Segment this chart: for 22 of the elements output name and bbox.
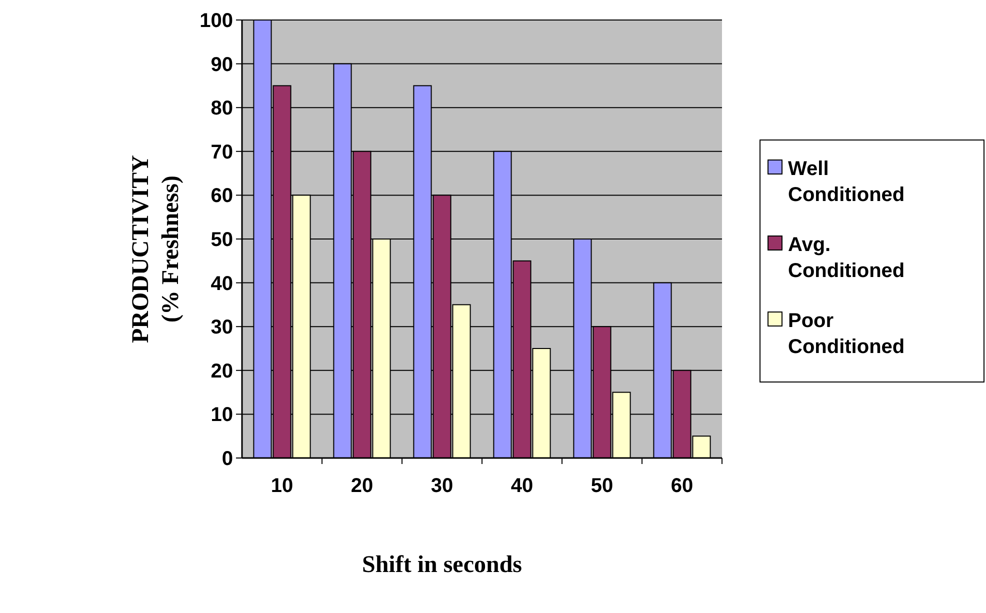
x-tick-label: 30 — [430, 475, 454, 497]
x-tick-label: 50 — [590, 475, 614, 497]
x-tick-label: 10 — [270, 475, 294, 497]
y-tick-label: 90 — [210, 54, 233, 76]
y-axis-title: PRODUCTIVITY (% Freshness) — [128, 154, 184, 344]
y-tick-label: 20 — [210, 360, 233, 382]
legend-label: Avg. Conditioned — [788, 234, 905, 282]
y-tick-label: 60 — [210, 185, 233, 208]
x-tick-label: 20 — [350, 475, 374, 497]
x-tick-label: 40 — [510, 475, 534, 497]
y-tick-label: 40 — [210, 272, 233, 295]
legend-label: Well Conditioned — [788, 158, 905, 206]
x-tick-label: 60 — [670, 475, 694, 497]
y-tick-label: 10 — [210, 404, 233, 426]
legend-label: Poor Conditioned — [788, 310, 905, 358]
y-tick-label: 0 — [222, 448, 233, 470]
y-tick-label: 80 — [210, 98, 233, 120]
y-tick-label: 70 — [210, 141, 233, 164]
y-tick-label: 50 — [210, 229, 233, 251]
y-tick-label: 100 — [200, 10, 233, 32]
x-axis-title: Shift in seconds — [362, 552, 522, 578]
y-tick-label: 30 — [210, 316, 233, 339]
